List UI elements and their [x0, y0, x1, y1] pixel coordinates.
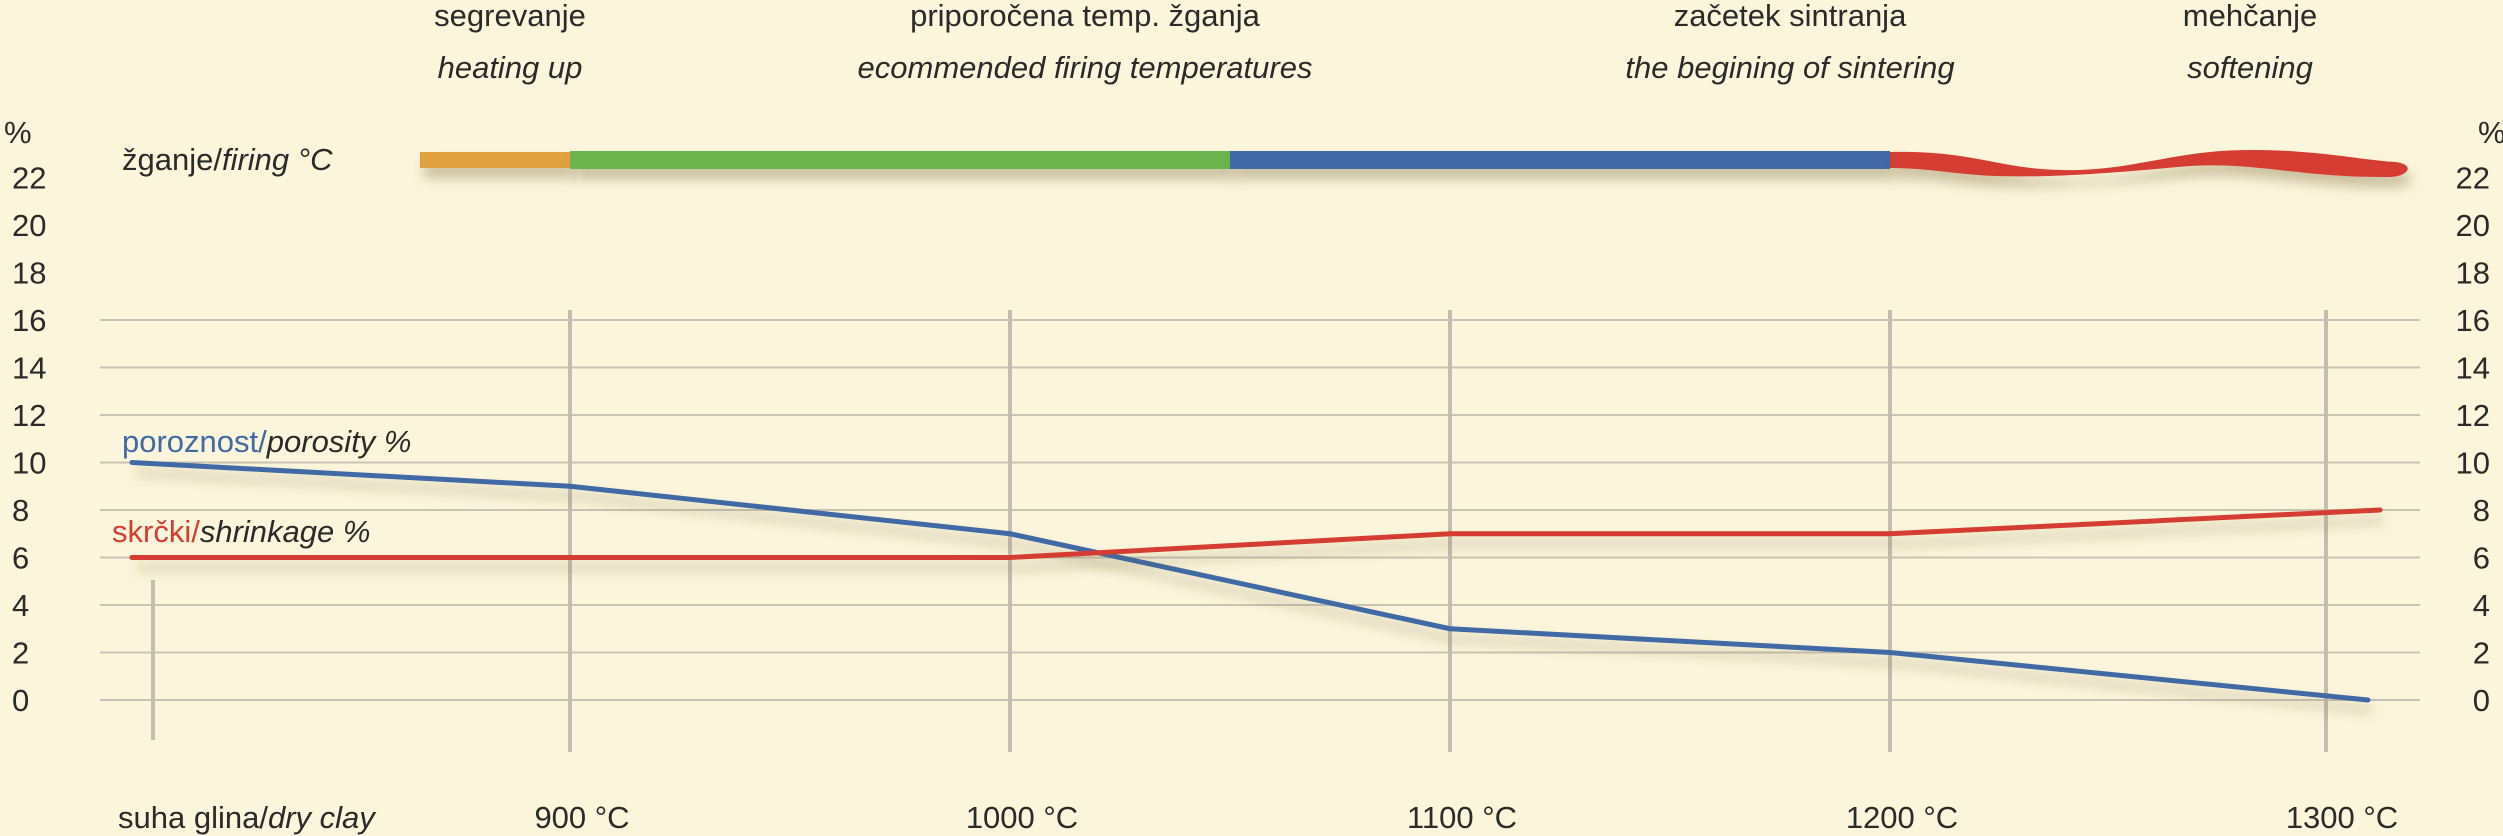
series-label-0: poroznost/porosity %: [122, 424, 412, 459]
series-0-point-4: [1887, 650, 1893, 655]
y-tick-label-right-2: 2: [2473, 636, 2490, 671]
y-tick-label-left-4: 4: [12, 588, 29, 623]
series-0-point-0: [129, 460, 135, 465]
phase-label-3: mehčanje: [2183, 0, 2317, 33]
y-tick-label-left-14: 14: [12, 351, 46, 386]
series-label-0-part: porosity %: [266, 424, 412, 459]
phase-bar-3: [1890, 150, 2408, 178]
x-tick-label-dry-clay-part: dry clay: [268, 800, 377, 835]
phase-bar-0: [420, 152, 570, 168]
y-tick-label-right-10: 10: [2456, 446, 2490, 481]
y-tick-label-right-6: 6: [2473, 541, 2490, 576]
series-1-point-1: [567, 555, 573, 560]
phase-label-1: priporočena temp. žganja: [910, 0, 1261, 33]
y-tick-label-left-18: 18: [12, 256, 46, 291]
x-tick-label-1000: 1000 °C: [966, 800, 1078, 835]
y-tick-label-left-2: 2: [12, 636, 29, 671]
series-1-point-3: [1447, 531, 1453, 537]
y-tick-label-right-14: 14: [2456, 351, 2490, 386]
y-unit-left: %: [4, 115, 32, 150]
series-label-1: skrčki/shrinkage %: [112, 514, 370, 549]
phase-label-en-0: heating up: [438, 50, 583, 85]
x-tick-label-1200: 1200 °C: [1846, 800, 1958, 835]
series-label-0-part: poroznost/: [122, 424, 267, 459]
x-tick-label-900: 900 °C: [534, 800, 629, 835]
series-line-1: [132, 507, 2381, 560]
series-label-1-part: shrinkage %: [200, 514, 371, 549]
x-tick-label-dry-clay: suha glina/dry clay: [118, 800, 377, 835]
y-tick-label-right-4: 4: [2473, 588, 2490, 623]
series-0-point-5: [2365, 697, 2371, 703]
y-tick-label-left-6: 6: [12, 541, 29, 576]
x-tick-label-1300: 1300 °C: [2286, 800, 2398, 835]
y-tick-label-right-18: 18: [2456, 256, 2490, 291]
phase-bar-1: [570, 151, 1230, 169]
series-1-point-4: [1887, 531, 1893, 537]
phase-label-en-1: ecommended firing temperatures: [858, 50, 1313, 85]
series-1-point-2: [1007, 555, 1013, 560]
y-tick-label-right-16: 16: [2456, 303, 2490, 338]
series-0-point-2: [1007, 531, 1013, 537]
phase-label-en-3: softening: [2187, 50, 2313, 85]
phase-label-0: segrevanje: [434, 0, 586, 33]
series-label-1-part: skrčki/: [112, 514, 200, 549]
y-tick-label-left-12: 12: [12, 398, 46, 433]
series-0-point-3: [1447, 626, 1453, 632]
series-line-0: [131, 460, 2369, 703]
series-1-point-0: [129, 555, 135, 560]
phase-label-en-2: the begining of sintering: [1625, 50, 1954, 85]
y-tick-label-left-22: 22: [12, 161, 46, 196]
y-tick-label-right-22: 22: [2456, 161, 2490, 196]
y-tick-label-right-12: 12: [2456, 398, 2490, 433]
y-tick-label-right-0: 0: [2473, 683, 2490, 718]
x-tick-label-dry-clay-part: suha glina/: [118, 800, 268, 835]
y-tick-label-right-8: 8: [2473, 493, 2490, 528]
y-tick-label-left-8: 8: [12, 493, 29, 528]
y-tick-label-left-0: 0: [12, 683, 29, 718]
y-unit-right: %: [2478, 115, 2503, 150]
firing-label-part: firing °C: [222, 142, 333, 177]
phase-bar-2: [1230, 151, 1890, 169]
series-1-point-5: [2377, 507, 2383, 513]
y-tick-label-left-16: 16: [12, 303, 46, 338]
y-tick-label-right-20: 20: [2456, 208, 2490, 243]
y-tick-label-left-10: 10: [12, 446, 46, 481]
x-tick-label-1100: 1100 °C: [1407, 800, 1517, 835]
phase-label-2: začetek sintranja: [1674, 0, 1907, 33]
firing-label: žganje/firing °C: [122, 142, 333, 177]
y-tick-label-left-20: 20: [12, 208, 46, 243]
series-0-point-1: [567, 483, 573, 489]
firing-label-part: žganje/: [122, 142, 222, 177]
